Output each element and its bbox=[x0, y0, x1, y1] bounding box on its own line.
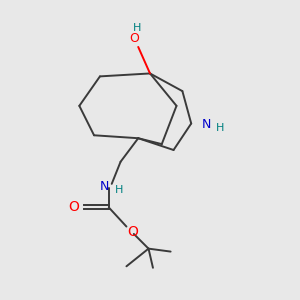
Text: O: O bbox=[129, 32, 139, 45]
Text: O: O bbox=[127, 225, 138, 239]
Text: N: N bbox=[202, 118, 211, 131]
Text: H: H bbox=[133, 23, 141, 33]
Text: H: H bbox=[216, 123, 225, 133]
Text: H: H bbox=[115, 185, 123, 195]
Text: N: N bbox=[100, 180, 109, 193]
Text: O: O bbox=[68, 200, 79, 214]
